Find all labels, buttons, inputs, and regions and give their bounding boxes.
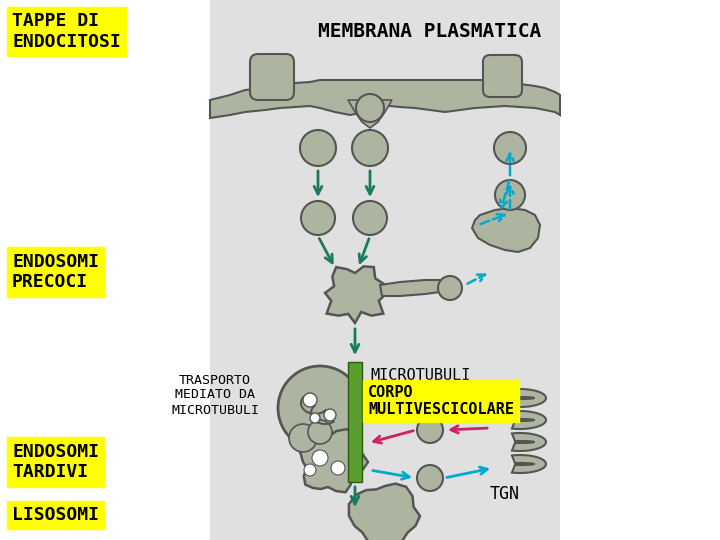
Circle shape (417, 417, 443, 443)
Circle shape (278, 366, 362, 450)
Bar (348, 362, 362, 482)
Circle shape (301, 201, 335, 235)
Circle shape (324, 409, 336, 421)
Polygon shape (512, 433, 546, 451)
Circle shape (356, 94, 384, 122)
Polygon shape (348, 100, 392, 128)
Circle shape (438, 276, 462, 300)
Circle shape (304, 464, 316, 476)
Polygon shape (512, 455, 546, 473)
Polygon shape (210, 80, 560, 118)
Circle shape (308, 420, 332, 444)
Text: LISOSOMI: LISOSOMI (12, 506, 99, 524)
Text: TAPPE DI
ENDOCITOSI: TAPPE DI ENDOCITOSI (12, 12, 121, 51)
Polygon shape (472, 208, 540, 252)
FancyBboxPatch shape (483, 55, 522, 97)
Polygon shape (297, 429, 368, 492)
Polygon shape (325, 266, 387, 323)
Bar (210, 0, 560, 540)
Circle shape (331, 461, 345, 475)
Text: TRASPORTO
MEDIATO DA
MICROTUBULI: TRASPORTO MEDIATO DA MICROTUBULI (171, 374, 259, 416)
FancyBboxPatch shape (250, 54, 294, 100)
Text: TGN: TGN (490, 485, 520, 503)
Text: MEMBRANA PLASMATICA: MEMBRANA PLASMATICA (318, 22, 541, 41)
Circle shape (494, 132, 526, 164)
Circle shape (310, 413, 320, 423)
Polygon shape (349, 484, 420, 540)
Circle shape (352, 130, 388, 166)
Polygon shape (512, 389, 546, 407)
Circle shape (289, 424, 317, 452)
Circle shape (300, 130, 336, 166)
Polygon shape (380, 280, 445, 296)
Circle shape (312, 450, 328, 466)
Text: ENDOSOMI
TARDIVI: ENDOSOMI TARDIVI (12, 443, 99, 481)
Text: MICROTUBULI: MICROTUBULI (370, 368, 470, 383)
Polygon shape (512, 411, 546, 429)
Circle shape (495, 180, 525, 210)
Text: CORPO
MULTIVESCICOLARE: CORPO MULTIVESCICOLARE (368, 385, 514, 417)
Circle shape (303, 393, 317, 407)
Text: ENDOSOMI
PRECOCI: ENDOSOMI PRECOCI (12, 253, 99, 292)
Circle shape (353, 201, 387, 235)
Circle shape (417, 465, 443, 491)
